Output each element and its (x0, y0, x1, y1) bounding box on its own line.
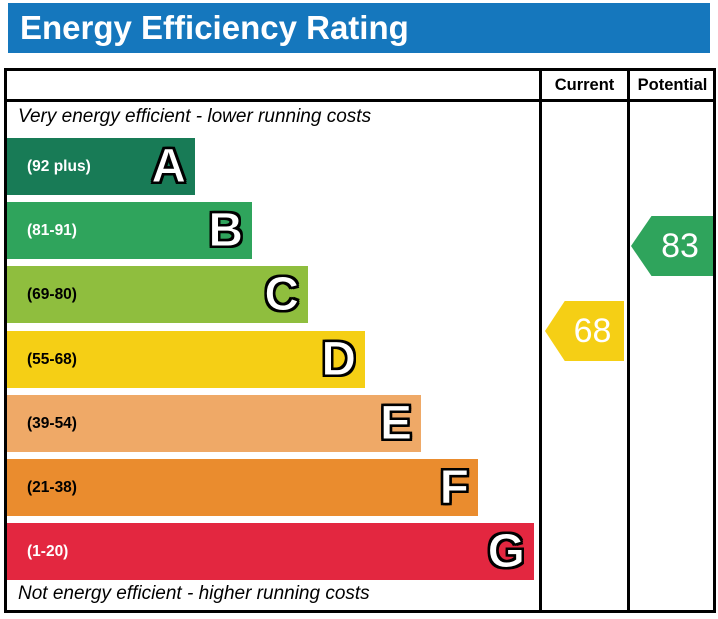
rating-band-a: (92 plus) A (7, 138, 195, 195)
band-letter: G (487, 524, 525, 578)
band-letter: F (439, 460, 469, 514)
rating-table-frame (4, 68, 716, 613)
rating-band-e: (39-54) E (7, 395, 421, 452)
current-rating-value: 68 (573, 311, 612, 350)
rating-band-b: (81-91) B (7, 202, 252, 259)
column-header-potential: Potential (637, 75, 708, 94)
bottom-caption: Not energy efficient - higher running co… (18, 583, 370, 604)
band-letter: A (151, 139, 187, 193)
potential-rating-value: 83 (661, 226, 699, 265)
top-caption: Very energy efficient - lower running co… (18, 106, 372, 127)
band-range-label: (55-68) (27, 350, 77, 368)
current-rating-arrow: 68 (545, 301, 624, 361)
band-range-label: (92 plus) (27, 157, 91, 175)
rating-band-f: (21-38) F (7, 459, 478, 516)
band-letter: B (208, 203, 244, 257)
potential-rating-arrow: 83 (631, 216, 713, 276)
band-range-label: (39-54) (27, 414, 77, 432)
column-header-current: Current (554, 75, 615, 94)
title-bar: Energy Efficiency Rating (8, 3, 710, 53)
band-range-label: (81-91) (27, 221, 77, 239)
band-range-label: (69-80) (27, 285, 77, 303)
current-column-divider (539, 68, 542, 613)
band-letter: C (264, 267, 300, 321)
header-separator (4, 99, 716, 102)
potential-column-divider (627, 68, 630, 613)
band-range-label: (21-38) (27, 478, 77, 496)
rating-band-d: (55-68) D (7, 331, 365, 388)
band-letter: E (379, 396, 412, 450)
band-range-label: (1-20) (27, 542, 69, 560)
band-letter: D (321, 332, 357, 386)
rating-band-c: (69-80) C (7, 266, 308, 323)
page-title: Energy Efficiency Rating (20, 9, 409, 46)
rating-band-g: (1-20) G (7, 523, 534, 580)
